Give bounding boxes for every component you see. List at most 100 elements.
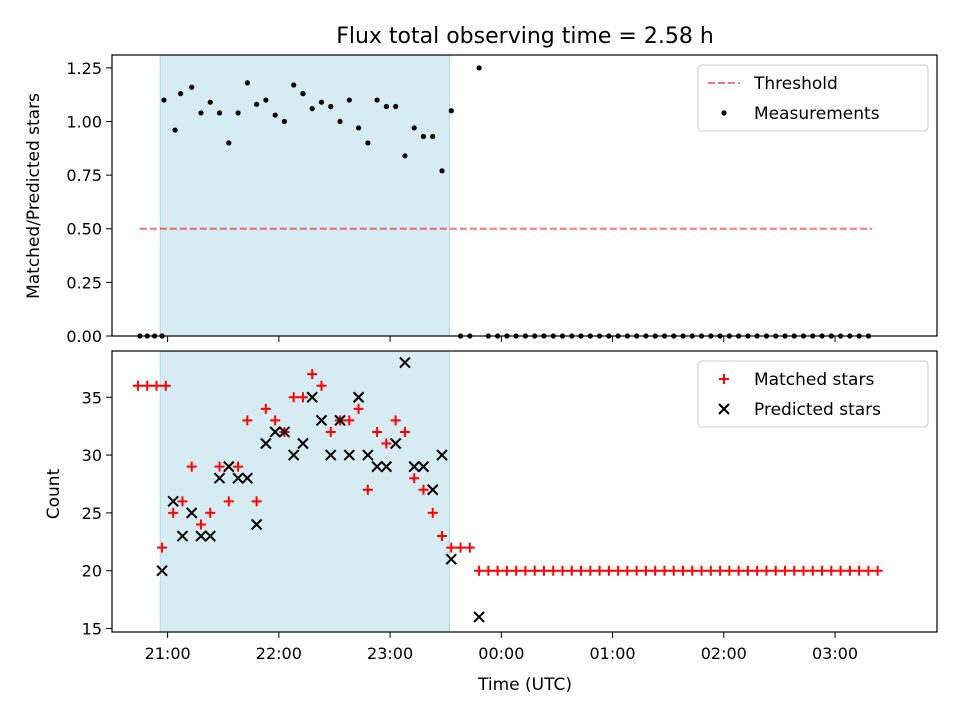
- matched-star-marker: [603, 565, 614, 576]
- predicted-star-marker: [278, 426, 291, 438]
- measurement-point: [244, 80, 250, 86]
- matched-star-marker: [548, 565, 559, 576]
- matched-star-marker: [520, 565, 531, 576]
- matched-star-marker: [826, 565, 837, 576]
- matched-star-marker: [132, 380, 143, 391]
- matched-star-marker: [844, 565, 855, 576]
- x-tick-label: 22:00: [256, 644, 302, 663]
- matched-star-marker: [205, 507, 216, 518]
- measurement-point: [254, 101, 260, 107]
- matched-star-marker: [622, 565, 633, 576]
- measurement-point: [263, 97, 269, 103]
- predicted-star-marker: [371, 460, 383, 473]
- matched-star-marker: [390, 415, 401, 426]
- measurement-point: [430, 133, 436, 140]
- matched-star-marker: [594, 565, 605, 576]
- matched-star-marker: [761, 565, 772, 576]
- matched-star-marker: [223, 496, 234, 507]
- measurement-point: [448, 108, 454, 114]
- predicted-star-marker: [156, 565, 168, 577]
- matched-star-marker: [260, 403, 271, 414]
- predicted-star-marker: [408, 460, 420, 473]
- matched-star-marker: [501, 565, 512, 576]
- predicted-star-marker: [297, 437, 309, 450]
- matched-star-marker: [409, 473, 420, 484]
- matched-star-marker: [307, 369, 318, 380]
- matched-star-marker: [557, 565, 568, 576]
- x-tick-label: 21:00: [145, 644, 191, 663]
- matched-star-marker: [650, 565, 661, 576]
- x-tick-label: 03:00: [812, 644, 858, 663]
- legend-measurement-swatch: [721, 110, 727, 116]
- measurement-point: [393, 103, 399, 110]
- y-tick-label: 0.25: [66, 273, 102, 292]
- matched-star-marker: [640, 565, 651, 576]
- x-axis-label: Time (UTC): [477, 675, 572, 695]
- matched-star-marker: [817, 565, 828, 576]
- measurement-point: [346, 97, 352, 103]
- matched-star-marker: [251, 496, 262, 507]
- matched-star-marker: [863, 565, 874, 576]
- matched-star-marker: [437, 531, 447, 542]
- matched-star-marker: [659, 565, 670, 576]
- matched-star-marker: [455, 542, 466, 553]
- predicted-star-marker: [399, 356, 411, 369]
- matched-star-marker: [186, 461, 197, 472]
- predicted-star-marker: [445, 553, 457, 565]
- y-tick-label: 0.00: [66, 327, 102, 346]
- matched-star-marker: [195, 519, 206, 530]
- matched-star-marker: [288, 392, 299, 403]
- matched-star-marker: [270, 415, 281, 426]
- predicted-star-marker: [287, 449, 300, 461]
- measurement-point: [189, 84, 195, 90]
- star-count-panel: 15 20 25 30 35 21:00 22:00 23:00 00:00 01:00 02:00…: [82, 350, 938, 663]
- matched-star-marker: [752, 565, 763, 576]
- predicted-star-marker: [380, 460, 393, 473]
- matched-star-marker: [678, 565, 689, 576]
- predicted-star-marker: [186, 507, 198, 519]
- observing-window-shade: [160, 55, 450, 336]
- y-axis-label-count: Count: [44, 468, 64, 519]
- matched-star-marker: [715, 565, 726, 576]
- predicted-star-marker: [315, 414, 328, 427]
- measurement-point: [411, 125, 417, 131]
- matched-star-marker: [157, 542, 168, 553]
- y-tick-label: 0.75: [66, 166, 102, 185]
- matched-star-marker: [576, 565, 587, 576]
- y-tick-label: 30: [82, 446, 102, 465]
- predicted-star-marker: [213, 472, 226, 484]
- matched-star-marker: [835, 565, 846, 576]
- matched-star-marker: [214, 461, 225, 472]
- predicted-star-marker: [250, 518, 263, 531]
- matched-star-marker: [142, 380, 153, 391]
- y-tick-label: 0.50: [66, 220, 102, 239]
- matched-star-marker: [160, 380, 171, 391]
- x-tick-label: 00:00: [478, 644, 524, 663]
- matched-star-marker: [807, 565, 818, 576]
- matched-star-marker: [168, 507, 179, 518]
- matched-star-marker: [362, 484, 373, 495]
- x-tick-label: 01:00: [590, 644, 636, 663]
- predicted-star-marker: [223, 460, 235, 473]
- measurement-point: [198, 110, 204, 116]
- matched-star-marker: [233, 461, 244, 472]
- predicted-star-marker: [417, 460, 430, 473]
- measurement-point: [177, 91, 184, 97]
- x-tick-label: 23:00: [367, 644, 413, 663]
- matched-star-marker: [474, 565, 485, 576]
- legend-box: [697, 360, 929, 428]
- matched-star-marker: [464, 542, 475, 553]
- matched-star-marker: [631, 565, 642, 576]
- y-tick-label: 15: [82, 620, 102, 639]
- matched-star-marker: [779, 565, 790, 576]
- measurement-point: [439, 168, 445, 174]
- x-tick-label: 02:00: [701, 644, 747, 663]
- y-tick-label: 35: [82, 388, 102, 407]
- predicted-star-marker: [167, 495, 179, 508]
- matched-star-marker: [177, 496, 188, 507]
- matched-star-marker: [789, 565, 800, 576]
- axes-frame: [111, 350, 938, 633]
- measurement-point: [318, 99, 325, 105]
- matched-star-marker: [613, 565, 624, 576]
- predicted-star-marker: [427, 484, 439, 496]
